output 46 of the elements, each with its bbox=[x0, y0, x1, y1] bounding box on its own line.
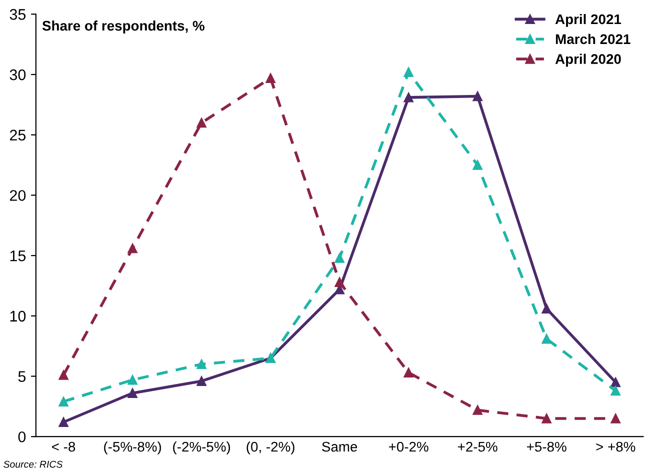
point bbox=[542, 414, 552, 424]
point bbox=[610, 386, 620, 396]
legend-label: March 2021 bbox=[556, 34, 630, 44]
point bbox=[334, 253, 344, 263]
point bbox=[128, 388, 138, 398]
point bbox=[266, 73, 276, 83]
point bbox=[472, 405, 482, 415]
point bbox=[404, 67, 414, 77]
point bbox=[404, 92, 414, 102]
source-note: Source: RICS bbox=[4, 460, 63, 468]
y-tick-label: 20 bbox=[10, 190, 26, 201]
point bbox=[196, 118, 206, 128]
x-tick-label: < -8 bbox=[52, 442, 76, 452]
legend-label: April 2020 bbox=[555, 54, 621, 67]
y-tick-label: 25 bbox=[10, 130, 26, 141]
y-tick-label: 0 bbox=[18, 431, 26, 442]
y-tick-label: 35 bbox=[10, 9, 26, 20]
x-tick-label: Same bbox=[322, 442, 358, 452]
x-tick-label: > +8% bbox=[596, 442, 636, 452]
x-tick-label: (-2%-5%) bbox=[173, 441, 230, 454]
point bbox=[610, 377, 620, 388]
y-tick-label: 15 bbox=[10, 250, 26, 262]
point bbox=[404, 368, 414, 378]
y-axis-title: Share of respondents, % bbox=[42, 20, 204, 34]
point bbox=[334, 277, 344, 287]
x-tick-label: +2-5% bbox=[458, 442, 498, 452]
point bbox=[128, 375, 138, 385]
legend-label: April 2021 bbox=[555, 14, 622, 27]
point bbox=[610, 414, 620, 424]
point bbox=[58, 370, 68, 380]
x-tick-label: (0, -2%) bbox=[246, 441, 294, 454]
point bbox=[542, 304, 552, 314]
y-tick-label: 5 bbox=[18, 371, 26, 382]
point bbox=[196, 359, 206, 370]
x-tick-label: +5-8% bbox=[527, 442, 566, 452]
x-tick-label: (-5%-8%) bbox=[104, 441, 161, 454]
y-tick-label: 30 bbox=[10, 69, 26, 80]
x-tick-label: +0-2% bbox=[388, 442, 428, 452]
point bbox=[472, 160, 482, 170]
y-tick-label: 10 bbox=[10, 310, 26, 322]
point bbox=[128, 243, 138, 254]
point bbox=[542, 334, 552, 344]
point bbox=[196, 376, 206, 386]
point bbox=[58, 417, 68, 427]
point bbox=[472, 91, 482, 102]
point bbox=[58, 396, 68, 406]
